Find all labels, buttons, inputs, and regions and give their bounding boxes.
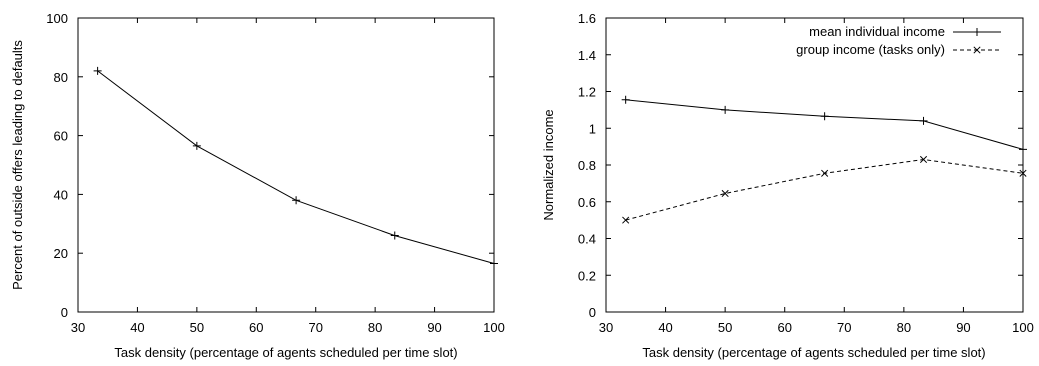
right-y-tick-label: 1 <box>589 121 596 136</box>
right-x-tick-label: 100 <box>1012 320 1034 335</box>
left-series-0-point <box>292 196 301 205</box>
right-y-tick-label: 0.2 <box>578 268 596 283</box>
left-x-tick-label: 70 <box>308 320 322 335</box>
right-x-tick-label: 40 <box>658 320 672 335</box>
left-y-tick-label: 0 <box>61 305 68 320</box>
left-y-tick-label: 20 <box>54 246 68 261</box>
legend: mean individual income group income (tas… <box>796 24 1001 57</box>
plot-frame-left <box>77 17 495 313</box>
left-y-axis-label: Percent of outside offers leading to def… <box>10 40 25 290</box>
left-series-0-point <box>93 66 102 75</box>
legend-label-group-income: group income (tasks only) <box>796 42 945 57</box>
left-y-tick-label: 40 <box>54 187 68 202</box>
right-series-0-point <box>1019 145 1027 154</box>
left-x-tick-label: 100 <box>483 320 505 335</box>
right-series-0-point <box>721 105 730 114</box>
left-series-0-point <box>390 231 399 240</box>
right-y-tick-label: 1.2 <box>578 85 596 100</box>
left-y-tick-label: 80 <box>54 70 68 85</box>
left-x-tick-label: 60 <box>249 320 263 335</box>
right-series-1-point <box>1019 169 1027 177</box>
right-x-axis-label: Task density (percentage of agents sched… <box>642 345 985 360</box>
right-y-tick-label: 0.4 <box>578 232 596 247</box>
right-y-tick-label: 0 <box>589 305 596 320</box>
right-series-0-point <box>621 95 630 104</box>
right-series-1-line <box>625 158 1024 221</box>
legend-marker-mean-individual-income <box>973 28 981 36</box>
legend-marker-group-income <box>973 46 981 54</box>
right-y-tick-label: 1.6 <box>578 11 596 26</box>
right-axis-ticks: 30 40 50 60 70 80 90 100 0 0.2 0.4 0.6 0.8 1 1.2 1.4 1.6 <box>578 11 1034 335</box>
right-x-tick-label: 70 <box>837 320 851 335</box>
right-series-0-point <box>919 116 928 125</box>
left-x-axis-label: Task density (percentage of agents sched… <box>114 345 457 360</box>
left-x-tick-label: 90 <box>427 320 441 335</box>
left-x-tick-label: 50 <box>190 320 204 335</box>
right-series-1-point <box>821 169 829 177</box>
right-x-tick-label: 60 <box>777 320 791 335</box>
chart-right: 30 40 50 60 70 80 90 100 0 0.2 0.4 0.6 0.8 1 1.2 1.4 1.6… <box>541 11 1034 360</box>
plot-frame-right <box>605 17 1024 313</box>
right-x-tick-label: 90 <box>956 320 970 335</box>
right-y-tick-label: 1.4 <box>578 48 596 63</box>
right-y-tick-label: 0.6 <box>578 195 596 210</box>
left-x-tick-label: 40 <box>130 320 144 335</box>
right-x-tick-label: 80 <box>897 320 911 335</box>
left-x-tick-label: 80 <box>368 320 382 335</box>
legend-label-mean-individual-income: mean individual income <box>809 24 945 39</box>
left-x-tick-label: 30 <box>71 320 85 335</box>
left-axis-ticks: 30 40 50 60 70 80 90 100 0 20 40 60 80 100 <box>46 11 505 335</box>
right-series-1-point <box>721 189 729 198</box>
chart-left: 30 40 50 60 70 80 90 100 0 20 40 60 80 100 Task densi… <box>10 11 505 360</box>
right-y-axis-label: Normalized income <box>541 109 556 220</box>
left-y-tick-label: 100 <box>46 11 68 26</box>
right-x-tick-label: 50 <box>718 320 732 335</box>
left-series-group <box>93 66 498 268</box>
right-series-0-line <box>625 99 1024 150</box>
left-series-0-point <box>192 141 201 150</box>
left-series-0-point <box>490 259 498 268</box>
left-series-0-line <box>97 70 495 264</box>
right-series-group <box>621 95 1027 224</box>
right-series-1-point <box>919 155 928 164</box>
right-x-tick-label: 30 <box>599 320 613 335</box>
left-y-tick-label: 60 <box>54 129 68 144</box>
right-series-1-point <box>622 216 630 224</box>
right-series-0-point <box>820 112 829 121</box>
right-y-tick-label: 0.8 <box>578 158 596 173</box>
